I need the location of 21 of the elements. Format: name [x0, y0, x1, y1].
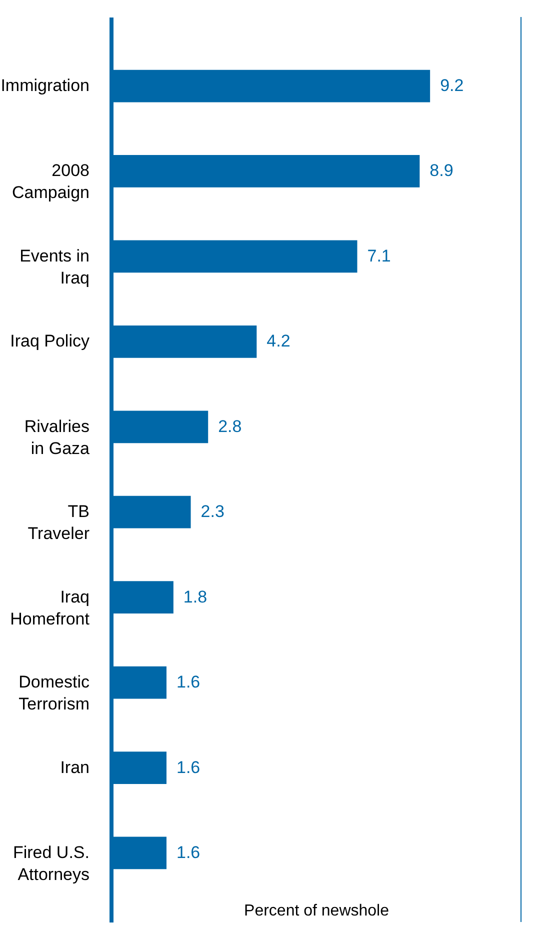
- data-label: 9.2: [440, 76, 464, 96]
- y-tick-label: Events in Iraq: [20, 246, 90, 288]
- data-label: 1.8: [183, 587, 208, 606]
- y-tick-label: Fired U.S. Attorneys: [12, 842, 90, 884]
- y-tick-label: 2008 Campaign: [12, 161, 90, 202]
- x-axis-title: Percent of newshole: [244, 902, 390, 920]
- y-tick-label: Iran: [60, 758, 90, 777]
- y-tick-label: Immigration: [0, 76, 90, 96]
- y-tick-label: Iraq Homefront: [10, 587, 90, 628]
- y-tick-label: TB Traveler: [28, 502, 90, 544]
- data-label: 4.2: [266, 332, 290, 351]
- data-label: 1.6: [176, 758, 200, 777]
- data-label: 1.6: [176, 842, 200, 862]
- data-label: 1.6: [176, 672, 200, 692]
- y-tick-label: Domestic Terrorism: [18, 672, 90, 714]
- y-tick-label: Rivalries in Gaza: [24, 416, 90, 458]
- data-label: 8.9: [430, 161, 454, 180]
- data-label: 7.1: [367, 246, 391, 266]
- y-tick-label: Iraq Policy: [10, 332, 90, 351]
- data-label: 2.3: [200, 502, 224, 522]
- data-label: 2.8: [218, 416, 242, 436]
